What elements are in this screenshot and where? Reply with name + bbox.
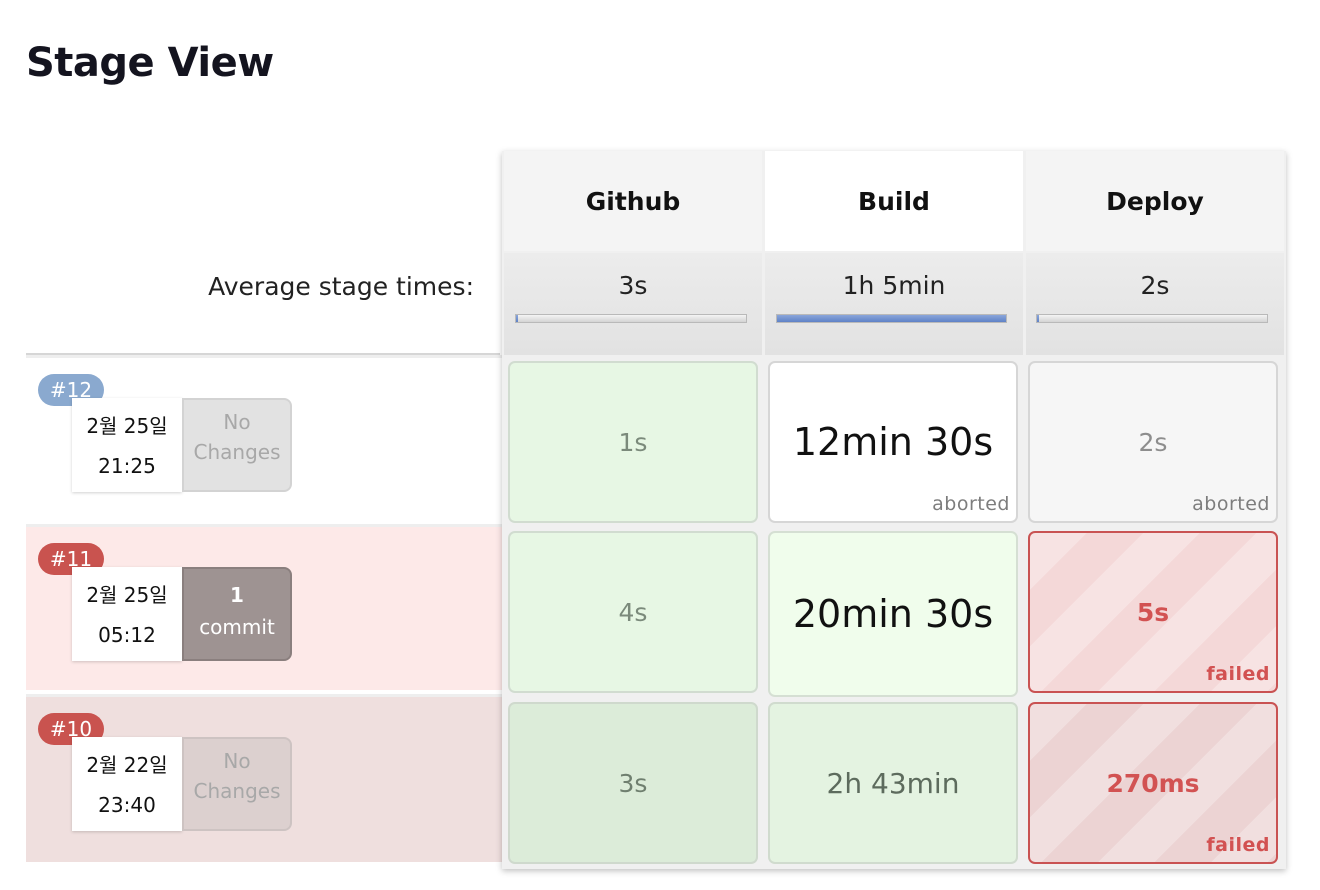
build-row-10: #10 2월 22일 23:40 No Changes [26, 694, 502, 862]
changes-button[interactable]: 1 commit [182, 567, 292, 661]
stage-status-label: aborted [1192, 493, 1270, 515]
stage-cell-11-deploy[interactable]: 5s failed [1028, 531, 1278, 693]
stage-cell-12-github[interactable]: 1s [508, 361, 758, 523]
average-time-bar-deploy [1036, 314, 1268, 323]
build-row-12: #12 2월 25일 21:25 No Changes [26, 355, 502, 521]
build-row-11: #11 2월 25일 05:12 1 commit [26, 524, 502, 690]
changes-button[interactable]: No Changes [182, 737, 292, 831]
stage-status-label: aborted [932, 493, 1010, 515]
stage-duration: 5s [1136, 597, 1170, 627]
build-number-badge[interactable]: #12 [38, 374, 104, 406]
page-title: Stage View [26, 40, 274, 86]
build-date-day: 2월 22일 [86, 753, 168, 777]
stage-duration: 2s [1138, 427, 1168, 457]
stage-duration: 3s [618, 768, 648, 798]
changes-button[interactable]: No Changes [182, 398, 292, 492]
stage-cell-10-github[interactable]: 3s [508, 702, 758, 864]
average-time-deploy: 2s [1026, 253, 1284, 355]
build-date-time: 23:40 [98, 793, 156, 817]
average-time-build: 1h 5min [765, 253, 1023, 355]
average-time-bar-fill [777, 315, 1006, 322]
average-time-bar-fill [1037, 315, 1040, 322]
stage-duration: 1s [618, 427, 648, 457]
changes-line-1: 1 [230, 583, 244, 607]
stage-cell-11-build[interactable]: 20min 30s [768, 531, 1018, 697]
build-date: 2월 25일 21:25 [72, 398, 182, 492]
average-time-bar-github [515, 314, 747, 323]
stage-duration: 20min 30s [792, 592, 994, 636]
changes-line-2: Changes [193, 779, 281, 803]
stage-status-label: failed [1206, 663, 1270, 685]
build-date-day: 2월 25일 [86, 414, 168, 438]
average-time-value: 2s [1140, 271, 1170, 300]
changes-line-1: No [223, 410, 251, 434]
build-date-time: 05:12 [98, 623, 156, 647]
stage-status-label: failed [1206, 834, 1270, 856]
average-stage-times-label: Average stage times: [208, 272, 474, 301]
stage-header-build: Build [765, 151, 1023, 251]
build-date: 2월 22일 23:40 [72, 737, 182, 831]
stage-header-github: Github [504, 151, 762, 251]
changes-line-2: commit [199, 615, 275, 639]
stage-duration: 4s [618, 597, 648, 627]
stage-cell-12-build[interactable]: 12min 30s aborted [768, 361, 1018, 523]
build-date-time: 21:25 [98, 454, 156, 478]
build-date-day: 2월 25일 [86, 583, 168, 607]
stage-duration: 12min 30s [792, 420, 994, 464]
stage-cell-10-deploy[interactable]: 270ms failed [1028, 702, 1278, 864]
build-date: 2월 25일 05:12 [72, 567, 182, 661]
stage-cell-10-build[interactable]: 2h 43min [768, 702, 1018, 864]
average-time-bar-build [776, 314, 1007, 323]
stage-duration: 2h 43min [826, 766, 960, 800]
average-time-bar-fill [516, 315, 519, 322]
stage-table: Github Build Deploy 3s 1h 5min 2s 1s 12m… [502, 151, 1286, 869]
average-time-github: 3s [504, 253, 762, 355]
average-time-value: 3s [618, 271, 648, 300]
stage-cell-12-deploy[interactable]: 2s aborted [1028, 361, 1278, 523]
changes-line-1: No [223, 749, 251, 773]
stage-duration: 270ms [1106, 768, 1200, 798]
stage-cell-11-github[interactable]: 4s [508, 531, 758, 693]
average-time-value: 1h 5min [842, 271, 946, 300]
average-stage-times-row: Average stage times: [26, 252, 500, 356]
changes-line-2: Changes [193, 440, 281, 464]
stage-header-deploy: Deploy [1026, 151, 1284, 251]
